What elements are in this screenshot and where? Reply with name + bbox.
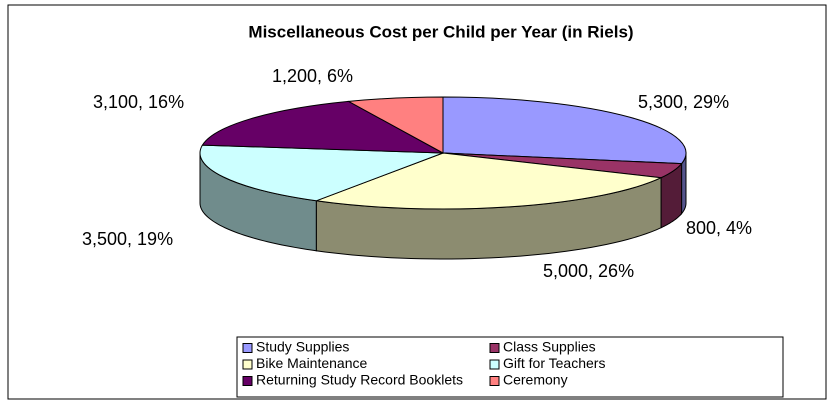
legend-label: Bike Maintenance [256, 355, 368, 371]
data-label: 3,100, 16% [93, 92, 184, 112]
legend-label: Returning Study Record Booklets [256, 372, 463, 388]
legend-swatch [489, 359, 500, 370]
legend-swatch [489, 376, 500, 386]
pie-slice [442, 96, 687, 165]
legend-swatch [489, 343, 500, 353]
legend-swatch [242, 343, 253, 353]
data-label: 5,000, 26% [543, 261, 634, 281]
data-label: 3,500, 19% [82, 229, 173, 249]
legend-swatch [242, 359, 253, 370]
legend-label: Class Supplies [503, 339, 596, 355]
legend-label: Study Supplies [256, 339, 349, 355]
pie-slice [316, 152, 663, 210]
pie-slice [199, 144, 444, 202]
pie-slice [201, 100, 444, 154]
data-label: 5,300, 29% [638, 92, 729, 112]
data-label: 800, 4% [686, 218, 752, 238]
legend-label: Ceremony [503, 372, 568, 388]
legend-label: Gift for Teachers [503, 355, 605, 371]
data-label: 1,200, 6% [272, 66, 353, 86]
legend-frame [236, 336, 784, 398]
pie-slice [346, 96, 444, 154]
chart-title: Miscellaneous Cost per Child per Year (i… [248, 22, 633, 41]
legend-swatch [242, 376, 253, 386]
